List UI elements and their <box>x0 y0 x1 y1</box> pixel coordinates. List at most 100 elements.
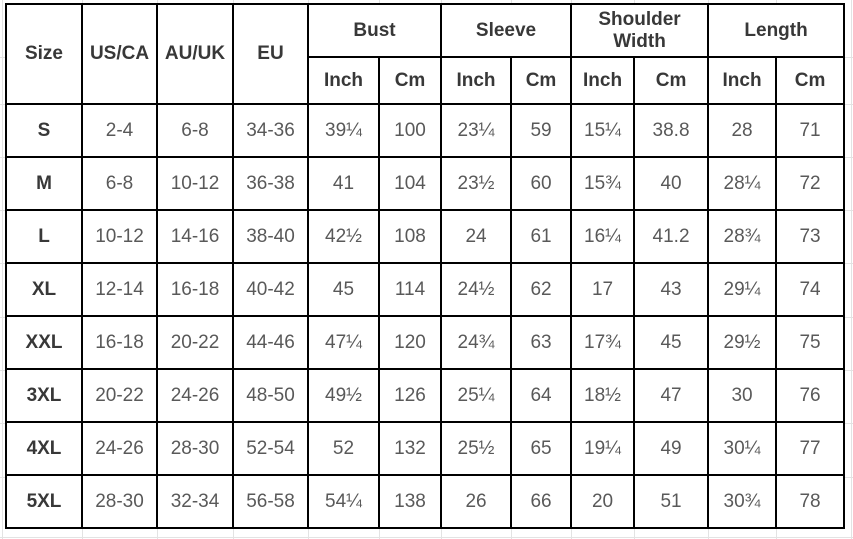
measurement-cell: 104 <box>377 156 443 211</box>
measurement-cell: 42½ <box>307 209 380 264</box>
measurement-cell: 60 <box>510 156 573 211</box>
table-body: S 2-4 6-8 34-36 39¼ 100 23¼ 59 15¼ 38.8 28 71 M 6-8 10… <box>5 103 846 529</box>
measurement-cell: 20-22 <box>81 368 158 423</box>
measurement-cell: 30¼ <box>707 421 778 476</box>
size-label-cell: L <box>5 209 83 264</box>
measurement-cell: 16-18 <box>81 315 158 370</box>
table-row: M 6-8 10-12 36-38 41 104 23½ 60 15¾ 40 28¼ 72 <box>5 156 846 211</box>
gridline-horizontal <box>0 537 853 538</box>
measurement-cell: 120 <box>377 315 443 370</box>
measurement-cell: 49½ <box>307 368 380 423</box>
measurement-cell: 30 <box>707 368 778 423</box>
size-label-cell: 5XL <box>5 474 83 529</box>
gridline-vertical <box>2 0 3 539</box>
header-us-ca: US/CA <box>81 3 158 105</box>
measurement-cell: 20-22 <box>156 315 234 370</box>
measurement-cell: 17 <box>570 262 636 317</box>
measurement-cell: 17¾ <box>570 315 636 370</box>
table-row: L 10-12 14-16 38-40 42½ 108 24 61 16¼ 41.2 28¾ 73 <box>5 209 846 264</box>
table-row: XL 12-14 16-18 40-42 45 114 24½ 62 17 43 29¼ 74 <box>5 262 846 317</box>
measurement-cell: 54¼ <box>307 474 380 529</box>
header-sleeve-cm: Cm <box>510 56 573 105</box>
measurement-cell: 78 <box>775 474 846 529</box>
measurement-cell: 29½ <box>707 315 778 370</box>
measurement-cell: 28-30 <box>81 474 158 529</box>
measurement-cell: 126 <box>377 368 443 423</box>
measurement-cell: 138 <box>377 474 443 529</box>
measurement-cell: 24-26 <box>81 421 158 476</box>
measurement-cell: 49 <box>633 421 710 476</box>
measurement-cell: 24½ <box>440 262 513 317</box>
table-row: 5XL 28-30 32-34 56-58 54¼ 138 26 66 20 51 30¾ 78 <box>5 474 846 529</box>
table-row: 3XL 20-22 24-26 48-50 49½ 126 25¼ 64 18½ 47 30 76 <box>5 368 846 423</box>
measurement-cell: 62 <box>510 262 573 317</box>
measurement-cell: 100 <box>377 103 443 158</box>
measurement-cell: 24¾ <box>440 315 513 370</box>
measurement-cell: 10-12 <box>81 209 158 264</box>
measurement-cell: 25½ <box>440 421 513 476</box>
header-length-inch: Inch <box>707 56 778 105</box>
header-group-sleeve: Sleeve <box>440 3 573 58</box>
table-header: Size US/CA AU/UK EU Bust Sleeve Shoulder… <box>5 3 846 105</box>
measurement-cell: 64 <box>510 368 573 423</box>
measurement-cell: 72 <box>775 156 846 211</box>
measurement-cell: 38.8 <box>633 103 710 158</box>
size-chart-table: Size US/CA AU/UK EU Bust Sleeve Shoulder… <box>5 3 846 529</box>
header-bust-inch: Inch <box>307 56 380 105</box>
measurement-cell: 71 <box>775 103 846 158</box>
measurement-cell: 25¼ <box>440 368 513 423</box>
header-sleeve-inch: Inch <box>440 56 513 105</box>
measurement-cell: 39¼ <box>307 103 380 158</box>
measurement-cell: 19¼ <box>570 421 636 476</box>
measurement-cell: 76 <box>775 368 846 423</box>
measurement-cell: 77 <box>775 421 846 476</box>
measurement-cell: 12-14 <box>81 262 158 317</box>
gridline-vertical <box>851 0 852 539</box>
measurement-cell: 28¾ <box>707 209 778 264</box>
measurement-cell: 41 <box>307 156 380 211</box>
measurement-cell: 29¼ <box>707 262 778 317</box>
measurement-cell: 14-16 <box>156 209 234 264</box>
measurement-cell: 52 <box>307 421 380 476</box>
measurement-cell: 6-8 <box>156 103 234 158</box>
header-shoulder-cm: Cm <box>633 56 710 105</box>
measurement-cell: 47¼ <box>307 315 380 370</box>
header-sub-row: Inch Cm Inch Cm Inch Cm Inch Cm <box>6 56 846 105</box>
header-eu: EU <box>232 3 309 105</box>
measurement-cell: 51 <box>633 474 710 529</box>
measurement-cell: 23½ <box>440 156 513 211</box>
measurement-cell: 24-26 <box>156 368 234 423</box>
header-length-cm: Cm <box>775 56 846 105</box>
measurement-cell: 15¾ <box>570 156 636 211</box>
measurement-cell: 36-38 <box>232 156 309 211</box>
size-label-cell: M <box>5 156 83 211</box>
table-row: XXL 16-18 20-22 44-46 47¼ 120 24¾ 63 17¾ 45 29½ 75 <box>5 315 846 370</box>
size-label-cell: XL <box>5 262 83 317</box>
measurement-cell: 65 <box>510 421 573 476</box>
measurement-cell: 38-40 <box>232 209 309 264</box>
measurement-cell: 59 <box>510 103 573 158</box>
measurement-cell: 32-34 <box>156 474 234 529</box>
measurement-cell: 24 <box>440 209 513 264</box>
table-row: 4XL 24-26 28-30 52-54 52 132 25½ 65 19¼ 49 30¼ 77 <box>5 421 846 476</box>
measurement-cell: 43 <box>633 262 710 317</box>
header-group-bust: Bust <box>306 3 443 58</box>
measurement-cell: 63 <box>510 315 573 370</box>
measurement-cell: 45 <box>307 262 380 317</box>
header-group-shoulder-width: Shoulder Width <box>570 3 710 58</box>
measurement-cell: 28-30 <box>156 421 234 476</box>
measurement-cell: 73 <box>775 209 846 264</box>
measurement-cell: 16-18 <box>156 262 234 317</box>
measurement-cell: 40 <box>633 156 710 211</box>
size-label-cell: XXL <box>5 315 83 370</box>
measurement-cell: 56-58 <box>232 474 309 529</box>
measurement-cell: 132 <box>377 421 443 476</box>
measurement-cell: 40-42 <box>232 262 309 317</box>
measurement-cell: 114 <box>377 262 443 317</box>
measurement-cell: 28 <box>707 103 778 158</box>
measurement-cell: 2-4 <box>81 103 158 158</box>
measurement-cell: 75 <box>775 315 846 370</box>
header-size: Size <box>5 3 83 105</box>
header-au-uk: AU/UK <box>156 3 234 105</box>
measurement-cell: 28¼ <box>707 156 778 211</box>
